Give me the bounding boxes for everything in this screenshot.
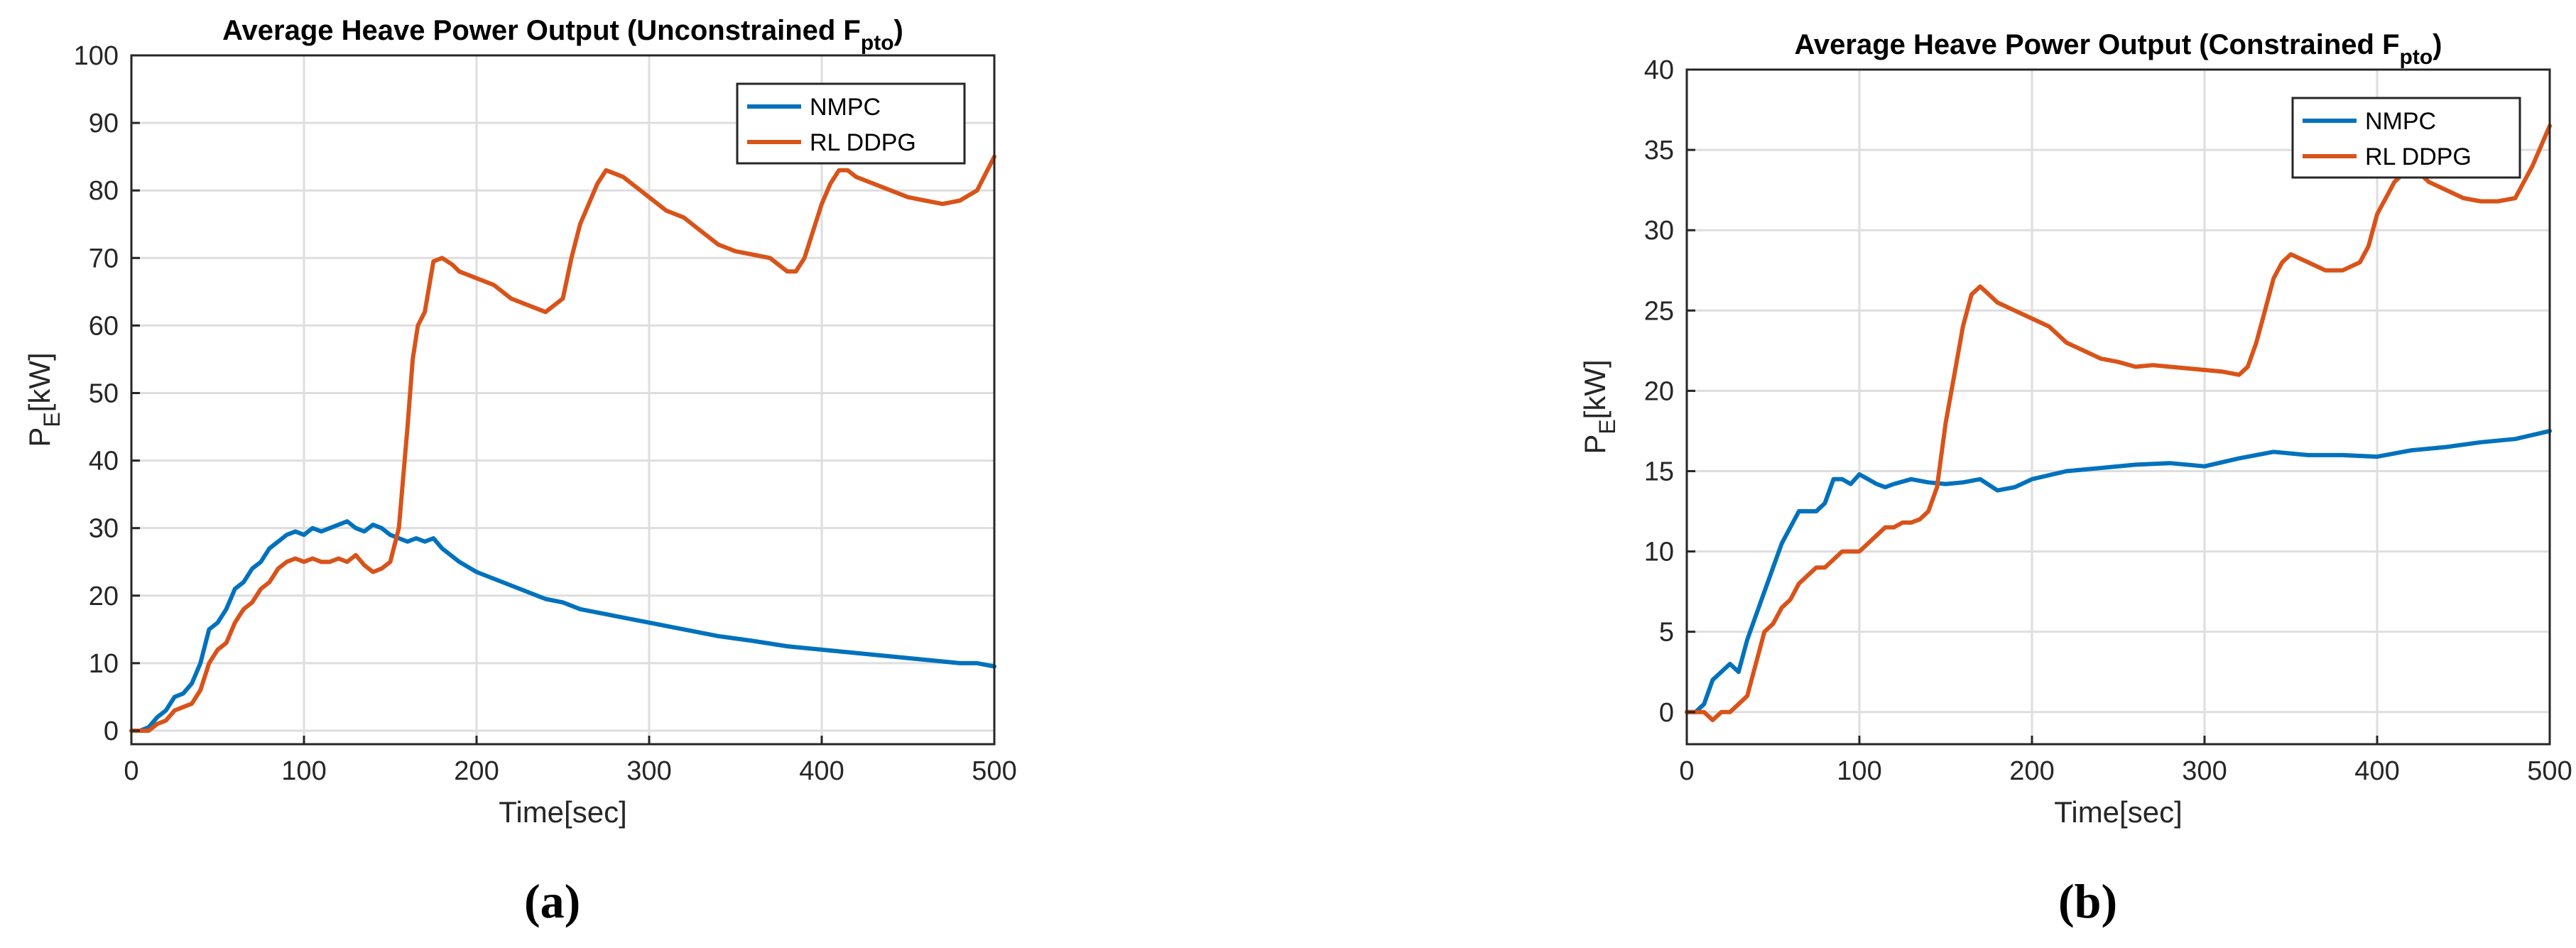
- chart-b-ylabel-main: P: [1578, 435, 1612, 454]
- chart-a-title: Average Heave Power Output (Unconstraine…: [222, 15, 903, 55]
- chart-a-ytick-label: 0: [104, 717, 119, 746]
- chart-a-legend-label: NMPC: [810, 94, 881, 121]
- chart-b-title-close: ): [2433, 29, 2442, 60]
- chart-a-unconstrained: 0 100 200 300 400 500 0 10 20 30 40 50 60 70 80 90 100 Av…: [23, 15, 1017, 829]
- chart-a-title-close: ): [894, 15, 903, 46]
- chart-a-legend: NMPC RL DDPG: [736, 82, 966, 165]
- chart-a-series-nmpc-line: [129, 519, 996, 733]
- chart-b-xtick-label: 500: [2527, 756, 2572, 786]
- chart-a-axes-box: [130, 54, 996, 746]
- chart-a-ytick-label: 20: [89, 582, 119, 611]
- chart-a-ytick-label: 70: [89, 244, 119, 273]
- chart-a-legend-label: RL DDPG: [810, 129, 916, 156]
- chart-b-legend: NMPC RL DDPG: [2291, 97, 2521, 179]
- chart-a-xtick-label: 300: [626, 756, 671, 786]
- chart-a-ylabel: PE[kW]: [23, 352, 65, 447]
- chart-a-ytick-label: 90: [89, 109, 119, 138]
- chart-b-axes-box: [1685, 68, 2551, 746]
- chart-b-ytick-label: 35: [1644, 136, 1674, 165]
- chart-b-title: Average Heave Power Output (Constrained …: [1795, 29, 2442, 69]
- chart-a-ytick-label: 10: [89, 649, 119, 679]
- chart-a-ytick-label: 60: [89, 311, 119, 341]
- chart-a-xtick-label: 200: [454, 756, 499, 786]
- chart-a-ytick-label: 30: [89, 514, 119, 544]
- chart-a-xtick-label: 0: [124, 756, 138, 786]
- chart-b-ytick-label: 0: [1659, 698, 1674, 728]
- chart-a-title-subscript: pto: [861, 31, 894, 55]
- chart-a-ytick-label: 100: [74, 41, 119, 71]
- chart-b-xtick-label: 0: [1679, 756, 1694, 786]
- chart-b-legend-label: NMPC: [2365, 108, 2436, 135]
- chart-b-ylabel-subscript: E: [1594, 419, 1620, 434]
- chart-a-ytick-label: 40: [89, 447, 119, 476]
- chart-a-legend-box: [736, 82, 966, 165]
- chart-b-ylabel-unit: [kW]: [1578, 359, 1612, 419]
- chart-a-ytick-label: 50: [89, 378, 119, 408]
- chart-b-xtick-label: 400: [2354, 756, 2399, 786]
- chart-a-ylabel-unit: [kW]: [23, 352, 56, 412]
- chart-a-xtick-label: 400: [799, 756, 844, 786]
- chart-b-xlabel: Time[sec]: [2054, 795, 2182, 829]
- chart-b-xtick-label: 300: [2182, 756, 2227, 786]
- chart-b-series-nmpc-line: [1685, 428, 2552, 714]
- caption-a: (a): [524, 874, 581, 928]
- chart-a-ylabel-subscript: E: [39, 412, 65, 427]
- chart-b-legend-label: RL DDPG: [2365, 143, 2472, 170]
- chart-b-ytick-label: 15: [1644, 457, 1674, 486]
- chart-b-ylabel: PE[kW]: [1578, 359, 1620, 454]
- chart-b-ytick-label: 5: [1659, 618, 1674, 648]
- chart-b-ytick-label: 10: [1644, 538, 1674, 567]
- chart-b-ytick-label: 25: [1644, 296, 1674, 326]
- chart-a-xtick-label: 100: [281, 756, 326, 786]
- chart-a-ylabel-main: P: [23, 427, 56, 447]
- chart-b-ytick-label: 20: [1644, 376, 1674, 406]
- chart-b-ytick-label: 40: [1644, 55, 1674, 85]
- chart-a-xlabel: Time[sec]: [499, 795, 626, 829]
- chart-a-title-main: Average Heave Power Output (Unconstraine…: [222, 15, 861, 46]
- chart-b-series-rl-ddpg-line: [1685, 124, 2552, 723]
- chart-b-xtick-label: 100: [1837, 756, 1881, 786]
- chart-b-legend-box: [2291, 97, 2521, 179]
- chart-b-title-subscript: pto: [2400, 45, 2433, 69]
- chart-b-ytick-label: 30: [1644, 216, 1674, 246]
- chart-b-xtick-label: 200: [2009, 756, 2054, 786]
- chart-b-constrained: 0 100 200 300 400 500 0 5 10 15 20 25 30 35 40 Average …: [1578, 29, 2572, 829]
- chart-b-title-main: Average Heave Power Output (Constrained …: [1795, 29, 2400, 60]
- chart-a-xtick-label: 500: [972, 756, 1016, 786]
- chart-a-series-rl-ddpg-line: [129, 154, 996, 733]
- chart-a-ytick-label: 80: [89, 176, 119, 206]
- caption-b: (b): [2058, 874, 2118, 928]
